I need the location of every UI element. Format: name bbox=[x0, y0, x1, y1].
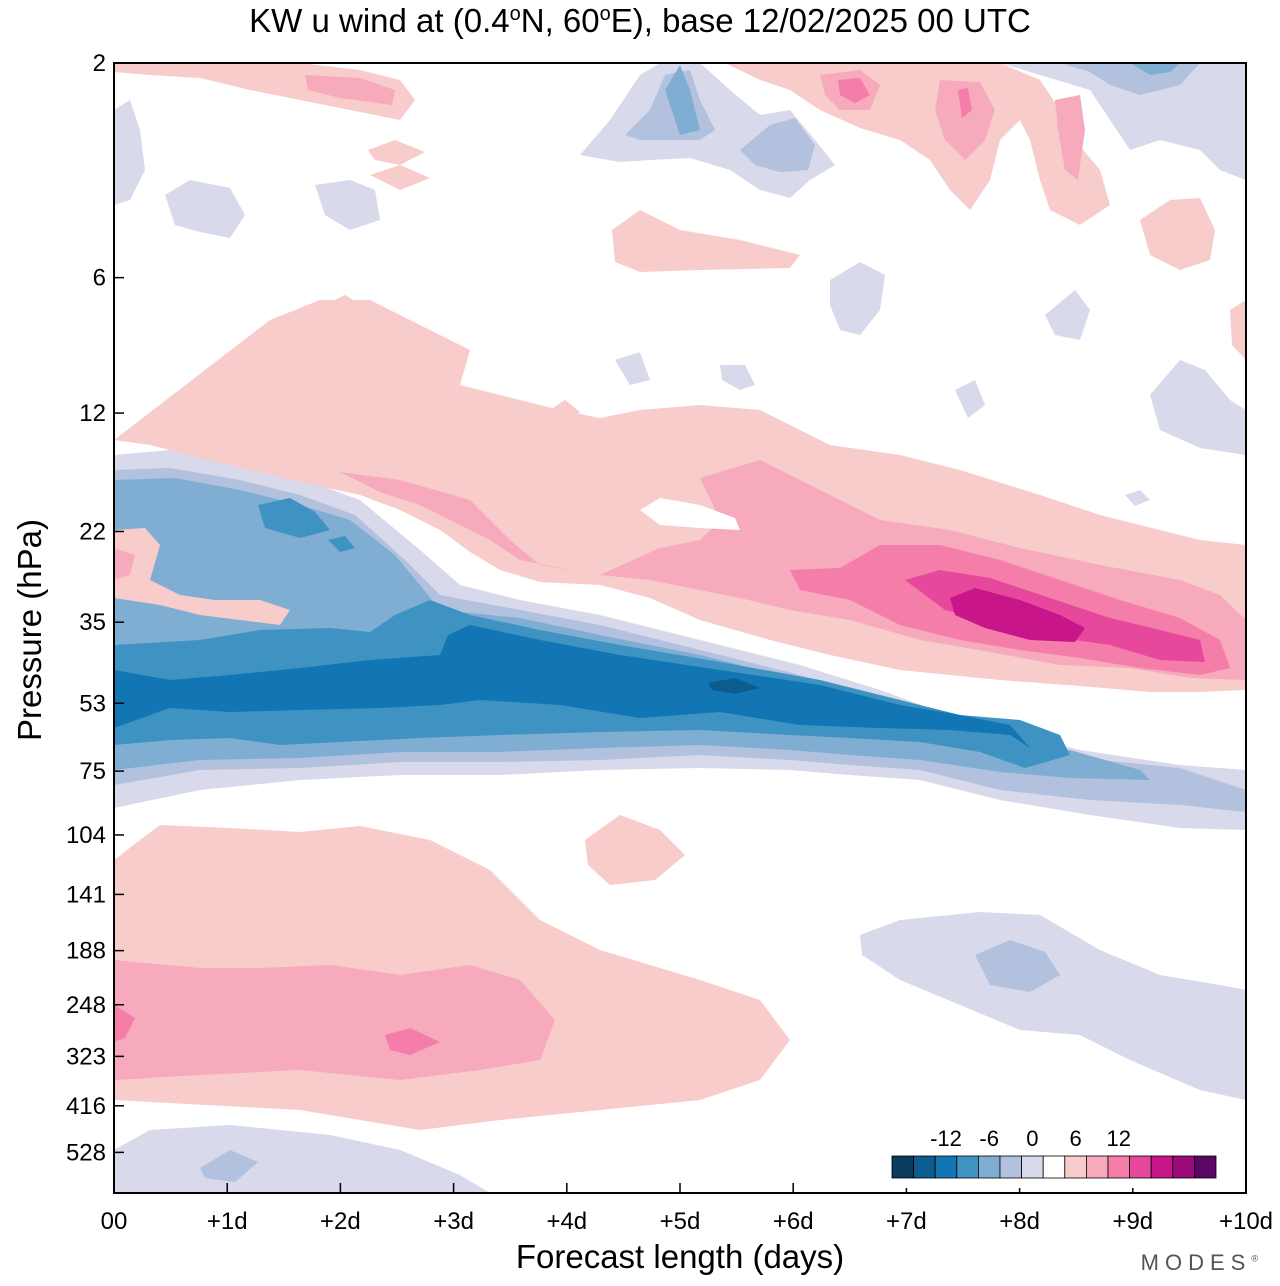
contour-strat-westerly-h bbox=[550, 400, 580, 425]
chart-title: KW u wind at (0.4oN, 60oE), base 12/02/2… bbox=[249, 2, 1031, 39]
contour-strat-easterly-g bbox=[1150, 360, 1246, 455]
x-tick-label: +3d bbox=[433, 1208, 474, 1235]
y-tick-label: 53 bbox=[79, 690, 106, 717]
x-axis: 00 +1d +2d +3d +4d +5d +6d +7d +8d +9d +10d bbox=[101, 1183, 1273, 1235]
colorbar-tick-label: 6 bbox=[1069, 1126, 1081, 1151]
contour-strat-easterly-i bbox=[955, 380, 985, 418]
brand-logo: MODES® bbox=[1140, 1250, 1258, 1275]
contour-strat-westerly-b-core3 bbox=[1055, 95, 1085, 180]
x-tick-label: +4d bbox=[546, 1208, 587, 1235]
colorbar-swatch bbox=[956, 1155, 979, 1179]
contour-strat-easterly-a-max bbox=[665, 65, 700, 135]
contour-strat-easterly-h bbox=[315, 180, 380, 230]
y-tick-label: 248 bbox=[66, 992, 106, 1019]
contour-strat-westerly-c bbox=[1140, 198, 1215, 270]
contour-strat-westerly-b-core2 bbox=[935, 80, 995, 160]
contour-westerly-left-patch bbox=[114, 528, 290, 625]
contour-strat-easterly-b-max bbox=[1130, 63, 1180, 75]
y-tick-label: 416 bbox=[66, 1093, 106, 1120]
contour-easterly-core-lower bbox=[975, 940, 1060, 992]
contour-westerly-left-core bbox=[114, 548, 135, 580]
contour-strat-easterly-a-core2 bbox=[740, 118, 815, 172]
y-tick-label: 12 bbox=[79, 400, 106, 427]
y-axis-label: Pressure (hPa) bbox=[11, 519, 48, 741]
colorbar: -12 -6 0 6 12 bbox=[882, 1118, 1240, 1188]
colorbar-tick-label: -6 bbox=[979, 1126, 999, 1151]
x-tick-label: 00 bbox=[101, 1208, 128, 1235]
contour-easterly-jet-core bbox=[114, 625, 1030, 748]
contour-strat-westerly-i bbox=[1230, 300, 1246, 360]
colorbar-swatch bbox=[1194, 1155, 1217, 1179]
x-tick-label: +6d bbox=[773, 1208, 814, 1235]
colorbar-swatch bbox=[1150, 1155, 1174, 1179]
colorbar-tick-label: 12 bbox=[1107, 1126, 1131, 1151]
contour-strat-easterly-c bbox=[114, 100, 145, 205]
colorbar-swatch bbox=[1172, 1155, 1195, 1179]
colorbar-swatch bbox=[1129, 1155, 1152, 1179]
colorbar-swatch bbox=[999, 1155, 1023, 1179]
colorbar-swatch bbox=[1064, 1155, 1087, 1179]
y-tick-label: 35 bbox=[79, 609, 106, 636]
contour-strat-westerly-b bbox=[725, 63, 1110, 225]
y-tick-label: 2 bbox=[93, 50, 106, 77]
contour-strat-easterly-l bbox=[1125, 490, 1150, 506]
contour-westerly-core bbox=[114, 960, 555, 1080]
colorbar-swatch bbox=[1107, 1155, 1131, 1179]
contour-westerly-edge bbox=[114, 1005, 135, 1042]
colorbar-swatch bbox=[1042, 1155, 1066, 1179]
y-tick-label: 75 bbox=[79, 758, 106, 785]
contour-strat-westerly-b-max2 bbox=[958, 88, 972, 118]
x-axis-label: Forecast length (days) bbox=[515, 1238, 845, 1275]
contour-strat-easterly-f bbox=[1045, 290, 1090, 340]
colorbar-swatch bbox=[913, 1155, 936, 1179]
colorbar-swatch bbox=[891, 1155, 915, 1179]
x-tick-label: +10d bbox=[1219, 1208, 1273, 1235]
contour-strat-easterly-e bbox=[830, 262, 885, 335]
contour-strat-westerly-a-core bbox=[305, 75, 395, 105]
colorbar-swatch bbox=[934, 1155, 958, 1179]
contour-strat-easterly-b bbox=[1000, 63, 1246, 180]
contour-westerly-patch bbox=[585, 815, 685, 885]
x-tick-label: +7d bbox=[886, 1208, 927, 1235]
contour-easterly-region-lower bbox=[860, 912, 1246, 1100]
contour-easterly-cell-small bbox=[328, 536, 355, 552]
colorbar-swatch bbox=[1086, 1155, 1109, 1179]
x-tick-label: +1d bbox=[207, 1208, 248, 1235]
y-tick-label: 141 bbox=[66, 881, 106, 908]
contour-strat-easterly-d bbox=[165, 180, 245, 238]
y-tick-label: 188 bbox=[66, 938, 106, 965]
contour-westerly-max bbox=[385, 1028, 440, 1055]
colorbar-swatch bbox=[978, 1155, 1001, 1179]
contour-easterly-region-bottom bbox=[114, 1125, 490, 1193]
x-tick-label: +9d bbox=[1112, 1208, 1153, 1235]
contour-strat-westerly-g bbox=[325, 295, 370, 320]
contour-strat-westerly-f bbox=[370, 165, 430, 190]
contour-westerly-upper-max bbox=[950, 588, 1085, 642]
x-tick-label: +2d bbox=[320, 1208, 361, 1235]
contour-neutral-cutout bbox=[640, 498, 740, 530]
contour-strat-easterly-j bbox=[615, 352, 650, 385]
contour-field bbox=[114, 63, 1246, 1193]
contour-strat-westerly-d bbox=[612, 210, 800, 272]
y-axis: 2 6 12 22 35 53 75 104 141 188 248 323 416 528 bbox=[66, 50, 124, 1166]
colorbar-tick-label: 0 bbox=[1026, 1126, 1038, 1151]
y-tick-label: 104 bbox=[66, 822, 106, 849]
contour-easterly-core-bottom bbox=[200, 1150, 258, 1182]
y-tick-label: 6 bbox=[93, 265, 106, 292]
contour-strat-easterly-k bbox=[720, 365, 755, 390]
x-tick-label: +5d bbox=[660, 1208, 701, 1235]
colorbar-tick-label: -12 bbox=[930, 1126, 962, 1151]
y-tick-label: 323 bbox=[66, 1043, 106, 1070]
y-tick-label: 528 bbox=[66, 1139, 106, 1166]
x-tick-label: +8d bbox=[999, 1208, 1040, 1235]
contour-easterly-cell-upper bbox=[258, 498, 330, 538]
contour-easterly-jet-max bbox=[708, 678, 760, 694]
contour-strat-westerly-b-max1 bbox=[838, 78, 870, 103]
contour-strat-westerly-e bbox=[368, 140, 425, 165]
y-tick-label: 22 bbox=[79, 518, 106, 545]
colorbar-swatch bbox=[1021, 1155, 1044, 1179]
